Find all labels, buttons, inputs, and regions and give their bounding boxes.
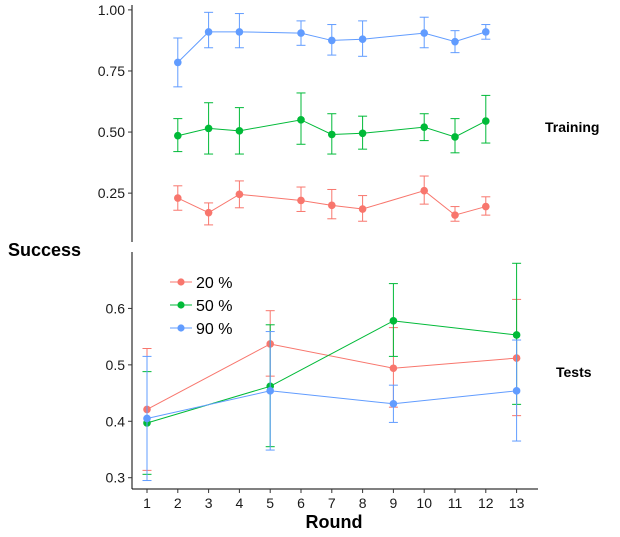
training-series-20-point-4 <box>235 190 244 199</box>
x-tick-label-12: 12 <box>478 495 494 511</box>
training-series-50-point-7 <box>328 130 336 139</box>
legend-item-90: 90 % <box>170 321 232 338</box>
tests-y-tick-label-06: 0.6 <box>106 300 126 316</box>
training-series-20-point-10 <box>420 186 429 195</box>
legend-label-50: 50 % <box>196 298 232 315</box>
legend-item-20: 20 % <box>170 275 232 292</box>
training-series-50-point-12 <box>482 117 490 125</box>
training-series-50-point-4 <box>235 127 244 135</box>
training-series-90-point-6 <box>297 29 305 37</box>
x-tick-label-3: 3 <box>205 495 213 511</box>
tests-series-50-point-9 <box>389 317 398 325</box>
y-axis-title: Success <box>8 240 81 260</box>
tests-series-90-point-1 <box>143 414 151 423</box>
training-series-50-point-8 <box>358 129 367 138</box>
legend-item-50: 50 % <box>170 298 232 315</box>
training-series-90-point-3 <box>204 28 213 36</box>
legend-key-point-50 <box>177 301 185 309</box>
legend-key-point-20 <box>177 278 185 286</box>
x-tick-label-2: 2 <box>174 495 182 511</box>
tests-y-tick-label-03: 0.3 <box>106 470 126 486</box>
tests-series-90-point-5 <box>266 387 275 395</box>
training-y-tick-label-075: 0.75 <box>98 63 125 79</box>
tests-series-90-point-13 <box>512 387 521 395</box>
legend-label-20: 20 % <box>196 275 232 292</box>
tests-series-50-point-13 <box>512 331 521 339</box>
training-series-20-point-6 <box>297 196 305 205</box>
x-axis-title: Round <box>306 512 363 532</box>
training-series-90-point-11 <box>451 37 459 46</box>
training-series-90-point-7 <box>328 36 336 45</box>
training-series-20-point-7 <box>328 201 336 210</box>
tests-panel: 0.30.40.50.6 1 2 3 4 5 6 7 8 9 10 11 12 13 Tests <box>106 252 592 511</box>
training-series-50-point-11 <box>451 133 459 141</box>
training-y-tick-label-025: 0.25 <box>98 185 125 201</box>
x-tick-label-5: 5 <box>266 495 274 511</box>
training-series-90-point-10 <box>420 29 429 37</box>
tests-y-tick-label-04: 0.4 <box>106 413 126 429</box>
x-tick-label-8: 8 <box>359 495 367 511</box>
training-series-20-point-2 <box>174 194 182 202</box>
training-y-ticks: 0.25 0.50 0.75 1.00 <box>98 2 132 201</box>
tests-series-90-line <box>146 390 517 419</box>
x-tick-label-11: 11 <box>448 495 463 511</box>
training-series-50-point-6 <box>297 116 305 124</box>
training-series-90-point-4 <box>235 28 244 36</box>
x-ticks: 1 2 3 4 5 6 7 8 9 10 11 12 13 <box>143 489 525 511</box>
training-series-20-point-8 <box>358 205 367 213</box>
legend: 20 % 50 % 90 % <box>170 275 232 338</box>
tests-series <box>142 262 522 482</box>
tests-series-20-point-9 <box>389 364 398 373</box>
legend-label-90: 90 % <box>196 321 232 338</box>
tests-series-90-point-9 <box>389 399 398 408</box>
training-panel: 0.25 0.50 0.75 1.00 Training <box>98 2 599 242</box>
training-series-20-point-11 <box>451 211 459 219</box>
training-y-tick-label-100: 1.00 <box>98 2 125 18</box>
x-tick-label-7: 7 <box>328 495 336 511</box>
tests-y-tick-label-05: 0.5 <box>106 357 126 373</box>
facet-label-tests: Tests <box>556 364 592 380</box>
legend-key-point-90 <box>177 324 185 332</box>
training-series-90-point-12 <box>482 28 490 36</box>
x-tick-label-9: 9 <box>390 495 398 511</box>
x-tick-label-6: 6 <box>297 495 305 511</box>
training-series-90-point-8 <box>358 35 367 44</box>
training-series-50-point-10 <box>420 123 429 131</box>
x-tick-label-1: 1 <box>143 495 151 511</box>
training-series-20-point-12 <box>482 202 490 211</box>
training-series-90-point-2 <box>174 58 182 67</box>
tests-series-20-line <box>146 343 517 410</box>
training-series-50-point-3 <box>204 124 213 133</box>
training-series-20-point-3 <box>204 208 213 217</box>
facet-label-training: Training <box>545 119 599 135</box>
tests-y-ticks: 0.3 0.4 0.5 0.6 <box>106 300 132 486</box>
training-series <box>173 11 491 226</box>
x-tick-label-13: 13 <box>509 495 525 511</box>
x-tick-label-4: 4 <box>236 495 244 511</box>
training-series-50-point-2 <box>174 131 182 140</box>
training-y-tick-label-050: 0.50 <box>98 124 125 140</box>
x-tick-label-10: 10 <box>416 495 432 511</box>
